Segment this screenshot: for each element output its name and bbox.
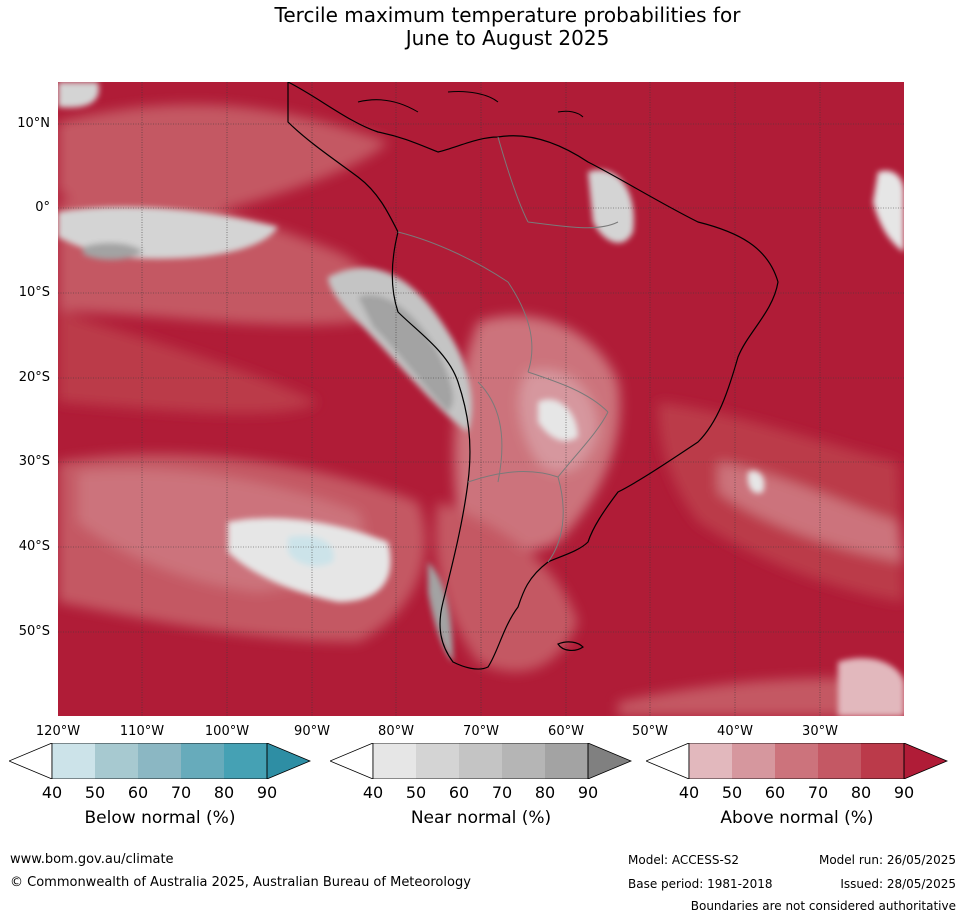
lat-label-10s: 10°S [18, 285, 50, 300]
chart-title: Tercile maximum temperature probabilitie… [0, 4, 965, 50]
tick: 90 [256, 783, 278, 802]
lat-label-0: 0° [35, 200, 50, 215]
colorbar-above-bin-2 [732, 743, 775, 779]
colorbar-below-bin-2 [95, 743, 138, 779]
tick: 90 [577, 783, 599, 802]
lon-label-30w: 30°W [802, 724, 838, 739]
colorbar-below-bin-4 [181, 743, 224, 779]
colorbar-below-bin-5 [224, 743, 267, 779]
lat-label-40s: 40°S [18, 539, 50, 554]
colorbar-near-arrow-high [587, 743, 632, 779]
falkland-islands [557, 641, 584, 651]
colorbar-near-bin-2 [416, 743, 459, 779]
colorbar-near-bin-5 [545, 743, 588, 779]
model-name: Model: ACCESS-S2 [628, 853, 740, 867]
tick: 50 [84, 783, 106, 802]
title-line-1: Tercile maximum temperature probabilitie… [274, 3, 741, 27]
tick: 70 [491, 783, 513, 802]
website-link[interactable]: www.bom.gov.au/climate [10, 852, 174, 867]
colorbar-below-title: Below normal (%) [84, 808, 236, 828]
boundaries-disclaimer: Boundaries are not considered authoritat… [690, 899, 956, 913]
lat-label-10n: 10°N [17, 116, 50, 131]
lon-label-90w: 90°W [294, 724, 330, 739]
colorbar-above-bin-3 [775, 743, 818, 779]
lon-label-110w: 110°W [119, 724, 165, 739]
probability-map [58, 82, 904, 716]
country-borders [397, 136, 619, 563]
tick: 80 [850, 783, 872, 802]
colorbar-above-bin-5 [861, 743, 904, 779]
tick: 40 [41, 783, 63, 802]
lon-label-120w: 120°W [35, 724, 81, 739]
map-canvas [58, 82, 904, 716]
copyright-text: © Commonwealth of Australia 2025, Austra… [10, 875, 471, 890]
colorbar-near-bin-3 [459, 743, 502, 779]
tick: 70 [807, 783, 829, 802]
tick: 80 [534, 783, 556, 802]
lat-label-50s: 50°S [18, 624, 50, 639]
lon-label-50w: 50°W [632, 724, 668, 739]
colorbar-above-arrow-high [903, 743, 948, 779]
lat-label-20s: 20°S [18, 370, 50, 385]
lon-label-70w: 70°W [463, 724, 499, 739]
colorbar-near-bin-4 [502, 743, 545, 779]
colorbar-below-bin-3 [138, 743, 181, 779]
lon-label-80w: 80°W [378, 724, 414, 739]
graticule [58, 82, 904, 716]
caribbean-islands [357, 91, 584, 118]
tick: 60 [127, 783, 149, 802]
tick: 50 [405, 783, 427, 802]
tick: 60 [764, 783, 786, 802]
colorbar-near-arrow-low [330, 743, 374, 779]
tick: 90 [893, 783, 915, 802]
lon-label-60w: 60°W [548, 724, 584, 739]
colorbar-below-arrow-high [266, 743, 311, 779]
model-run-date: Model run: 26/05/2025 [818, 853, 956, 867]
colorbar-above-bin-4 [818, 743, 861, 779]
tick: 60 [448, 783, 470, 802]
issued-date: Issued: 28/05/2025 [840, 877, 956, 891]
title-line-2: June to August 2025 [405, 26, 610, 50]
tick: 80 [213, 783, 235, 802]
colorbar-above-arrow-low [646, 743, 690, 779]
south-america-coastline [287, 82, 779, 670]
colorbar-above-normal [646, 743, 948, 779]
tick: 40 [678, 783, 700, 802]
colorbar-near-normal [330, 743, 632, 779]
colorbar-below-arrow-low [9, 743, 53, 779]
colorbar-near-title: Near normal (%) [410, 808, 552, 828]
base-period: Base period: 1981-2018 [628, 877, 773, 891]
colorbar-above-title: Above normal (%) [720, 808, 874, 828]
tick: 40 [362, 783, 384, 802]
lat-label-30s: 30°S [18, 454, 50, 469]
lon-label-40w: 40°W [717, 724, 753, 739]
tick: 50 [721, 783, 743, 802]
colorbar-near-bin-1 [373, 743, 416, 779]
colorbar-above-bin-1 [689, 743, 732, 779]
lon-label-100w: 100°W [204, 724, 250, 739]
colorbar-below-bin-1 [52, 743, 95, 779]
colorbar-below-normal [9, 743, 311, 779]
tick: 70 [170, 783, 192, 802]
